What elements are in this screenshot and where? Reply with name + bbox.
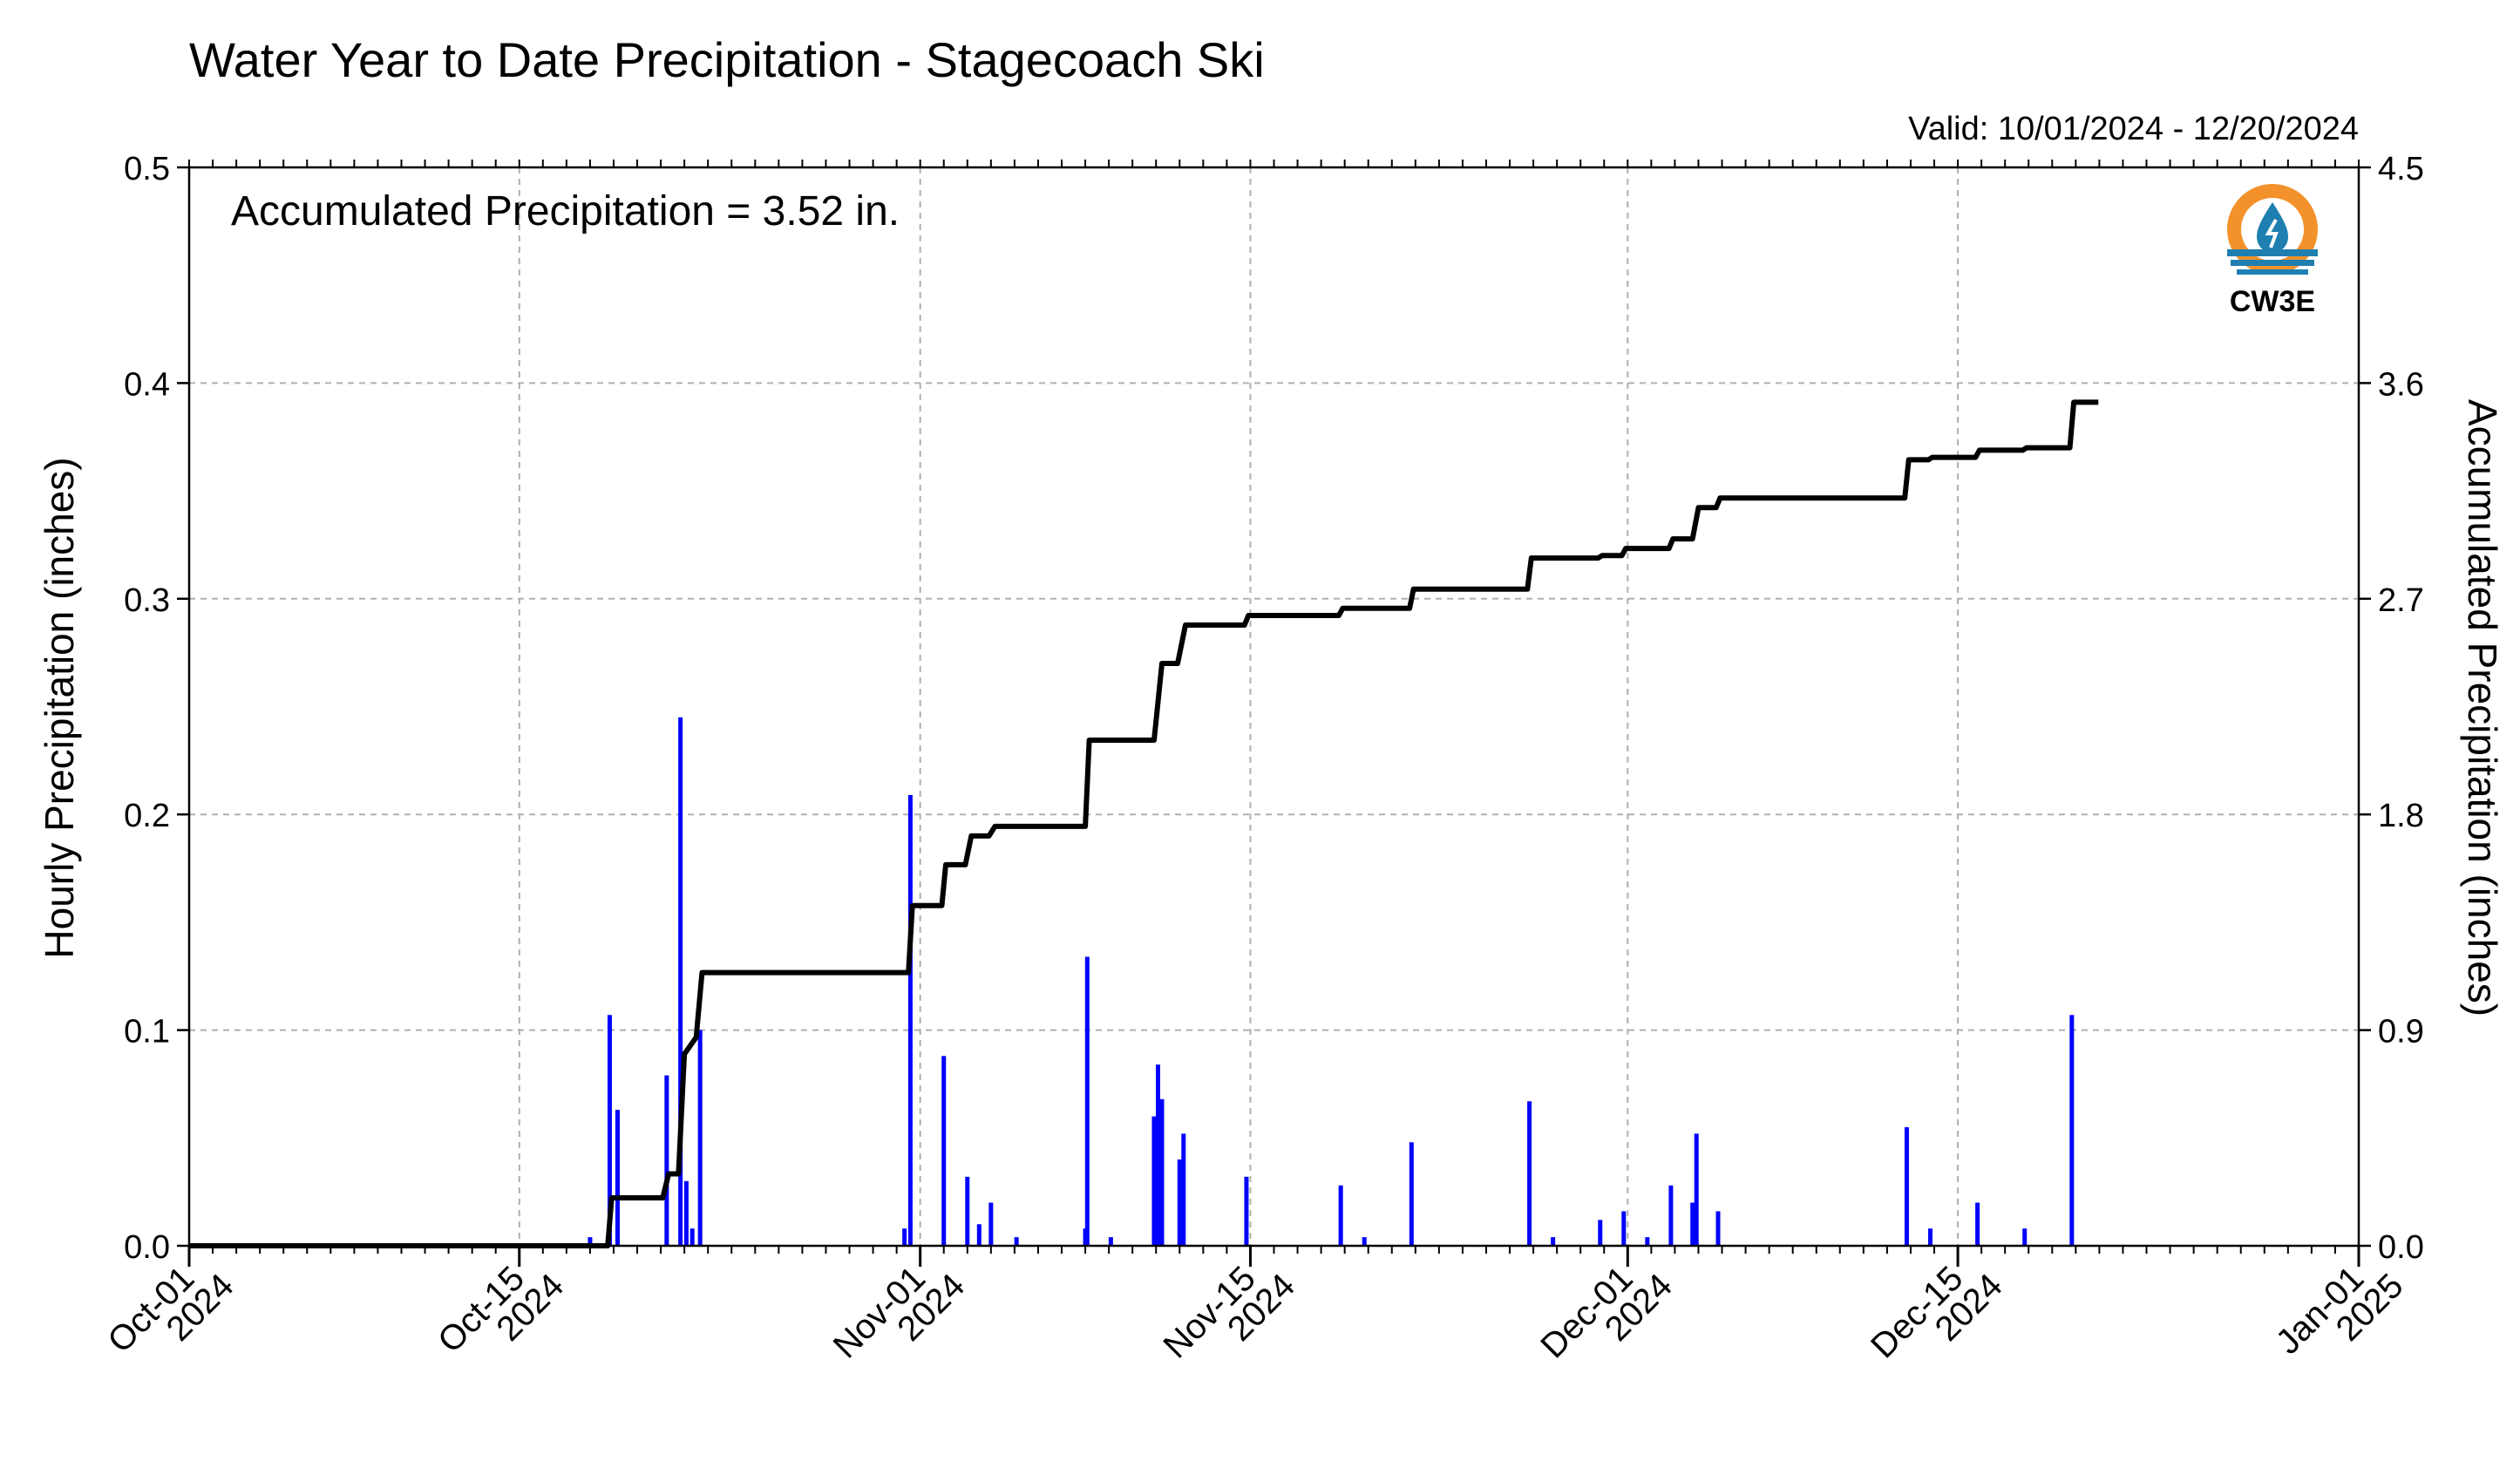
- hourly-precip-bar: [1668, 1185, 1674, 1246]
- hourly-precip-bar: [1159, 1098, 1165, 1246]
- hourly-precip-bar: [1527, 1101, 1532, 1246]
- hourly-precip-bar: [1694, 1133, 1699, 1246]
- cw3e-logo: CW3E: [2227, 184, 2318, 318]
- valid-date-range: Valid: 10/01/2024 - 12/20/2024: [1908, 111, 2359, 147]
- grid-lines: [189, 167, 2359, 1246]
- right-tick-label: 1.8: [2378, 798, 2424, 834]
- hourly-bars: [588, 717, 2075, 1246]
- right-tick-label: 3.6: [2378, 366, 2424, 403]
- right-tick-label: 0.0: [2378, 1229, 2424, 1266]
- hourly-precip-bar: [607, 1015, 612, 1246]
- left-axis-label: Hourly Precipitation (inches): [37, 457, 82, 958]
- hourly-precip-bar: [907, 794, 913, 1246]
- right-tick-label: 0.9: [2378, 1014, 2424, 1051]
- left-tick-label: 0.2: [124, 798, 170, 834]
- hourly-precip-bar: [1108, 1237, 1113, 1246]
- right-tick-label: 4.5: [2378, 151, 2424, 187]
- hourly-precip-bar: [1928, 1228, 1933, 1246]
- hourly-precip-bar: [1409, 1142, 1414, 1246]
- left-tick-label: 0.5: [124, 151, 170, 187]
- hourly-precip-bar: [941, 1056, 947, 1246]
- accumulated-total-annotation: Accumulated Precipitation = 3.52 in.: [231, 188, 900, 235]
- hourly-precip-bar: [965, 1176, 970, 1246]
- hourly-precip-bar: [1155, 1064, 1160, 1246]
- logo-text: CW3E: [2230, 285, 2315, 318]
- hourly-precip-bar: [1715, 1211, 1721, 1246]
- hourly-precip-bar: [689, 1228, 695, 1246]
- hourly-precip-bar: [664, 1075, 669, 1246]
- hourly-precip-bar: [1177, 1159, 1182, 1246]
- hourly-precip-bar: [683, 1180, 689, 1246]
- hourly-precip-bar: [1645, 1237, 1650, 1246]
- hourly-precip-bar: [1975, 1202, 1980, 1246]
- hourly-precip-bar: [1181, 1133, 1186, 1246]
- accumulated-line-group: [189, 399, 2099, 1248]
- right-axis-label: Accumulated Precipitation (inches): [2460, 399, 2505, 1017]
- water-drop-sun-icon: [2227, 184, 2318, 275]
- hourly-precip-bar: [902, 1228, 907, 1246]
- hourly-precip-bar: [1551, 1237, 1556, 1246]
- left-tick-label: 0.1: [124, 1014, 170, 1051]
- chart-title: Water Year to Date Precipitation - Stage…: [189, 32, 1265, 87]
- hourly-precip-bar: [1690, 1202, 1695, 1246]
- hourly-precip-bar: [1151, 1116, 1157, 1246]
- hourly-precip-bar: [976, 1224, 982, 1246]
- hourly-precip-bar: [988, 1202, 994, 1246]
- hourly-precip-bar: [2022, 1228, 2028, 1246]
- hourly-precip-bar: [1084, 956, 1090, 1246]
- hourly-precip-bar: [697, 1030, 703, 1246]
- hourly-precip-bar: [1598, 1220, 1603, 1246]
- hourly-precip-bar: [1904, 1126, 1909, 1246]
- hourly-precip-bar: [1014, 1237, 1019, 1246]
- axis-ticks: [177, 160, 2371, 1267]
- accumulated-precip-line: [189, 399, 2099, 1248]
- hourly-precip-bar: [615, 1110, 620, 1246]
- left-tick-label: 0.0: [124, 1229, 170, 1266]
- hourly-precip-bar: [1621, 1211, 1627, 1246]
- hourly-precip-bar: [2069, 1015, 2075, 1246]
- hourly-precip-bar: [1362, 1237, 1367, 1246]
- hourly-precip-bar: [678, 717, 683, 1246]
- hourly-precip-bar: [1338, 1185, 1343, 1246]
- hourly-precip-bar: [1244, 1176, 1249, 1246]
- left-tick-label: 0.3: [124, 582, 170, 619]
- right-tick-label: 2.7: [2378, 582, 2424, 619]
- hourly-precip-bar: [588, 1237, 593, 1246]
- left-tick-label: 0.4: [124, 366, 170, 403]
